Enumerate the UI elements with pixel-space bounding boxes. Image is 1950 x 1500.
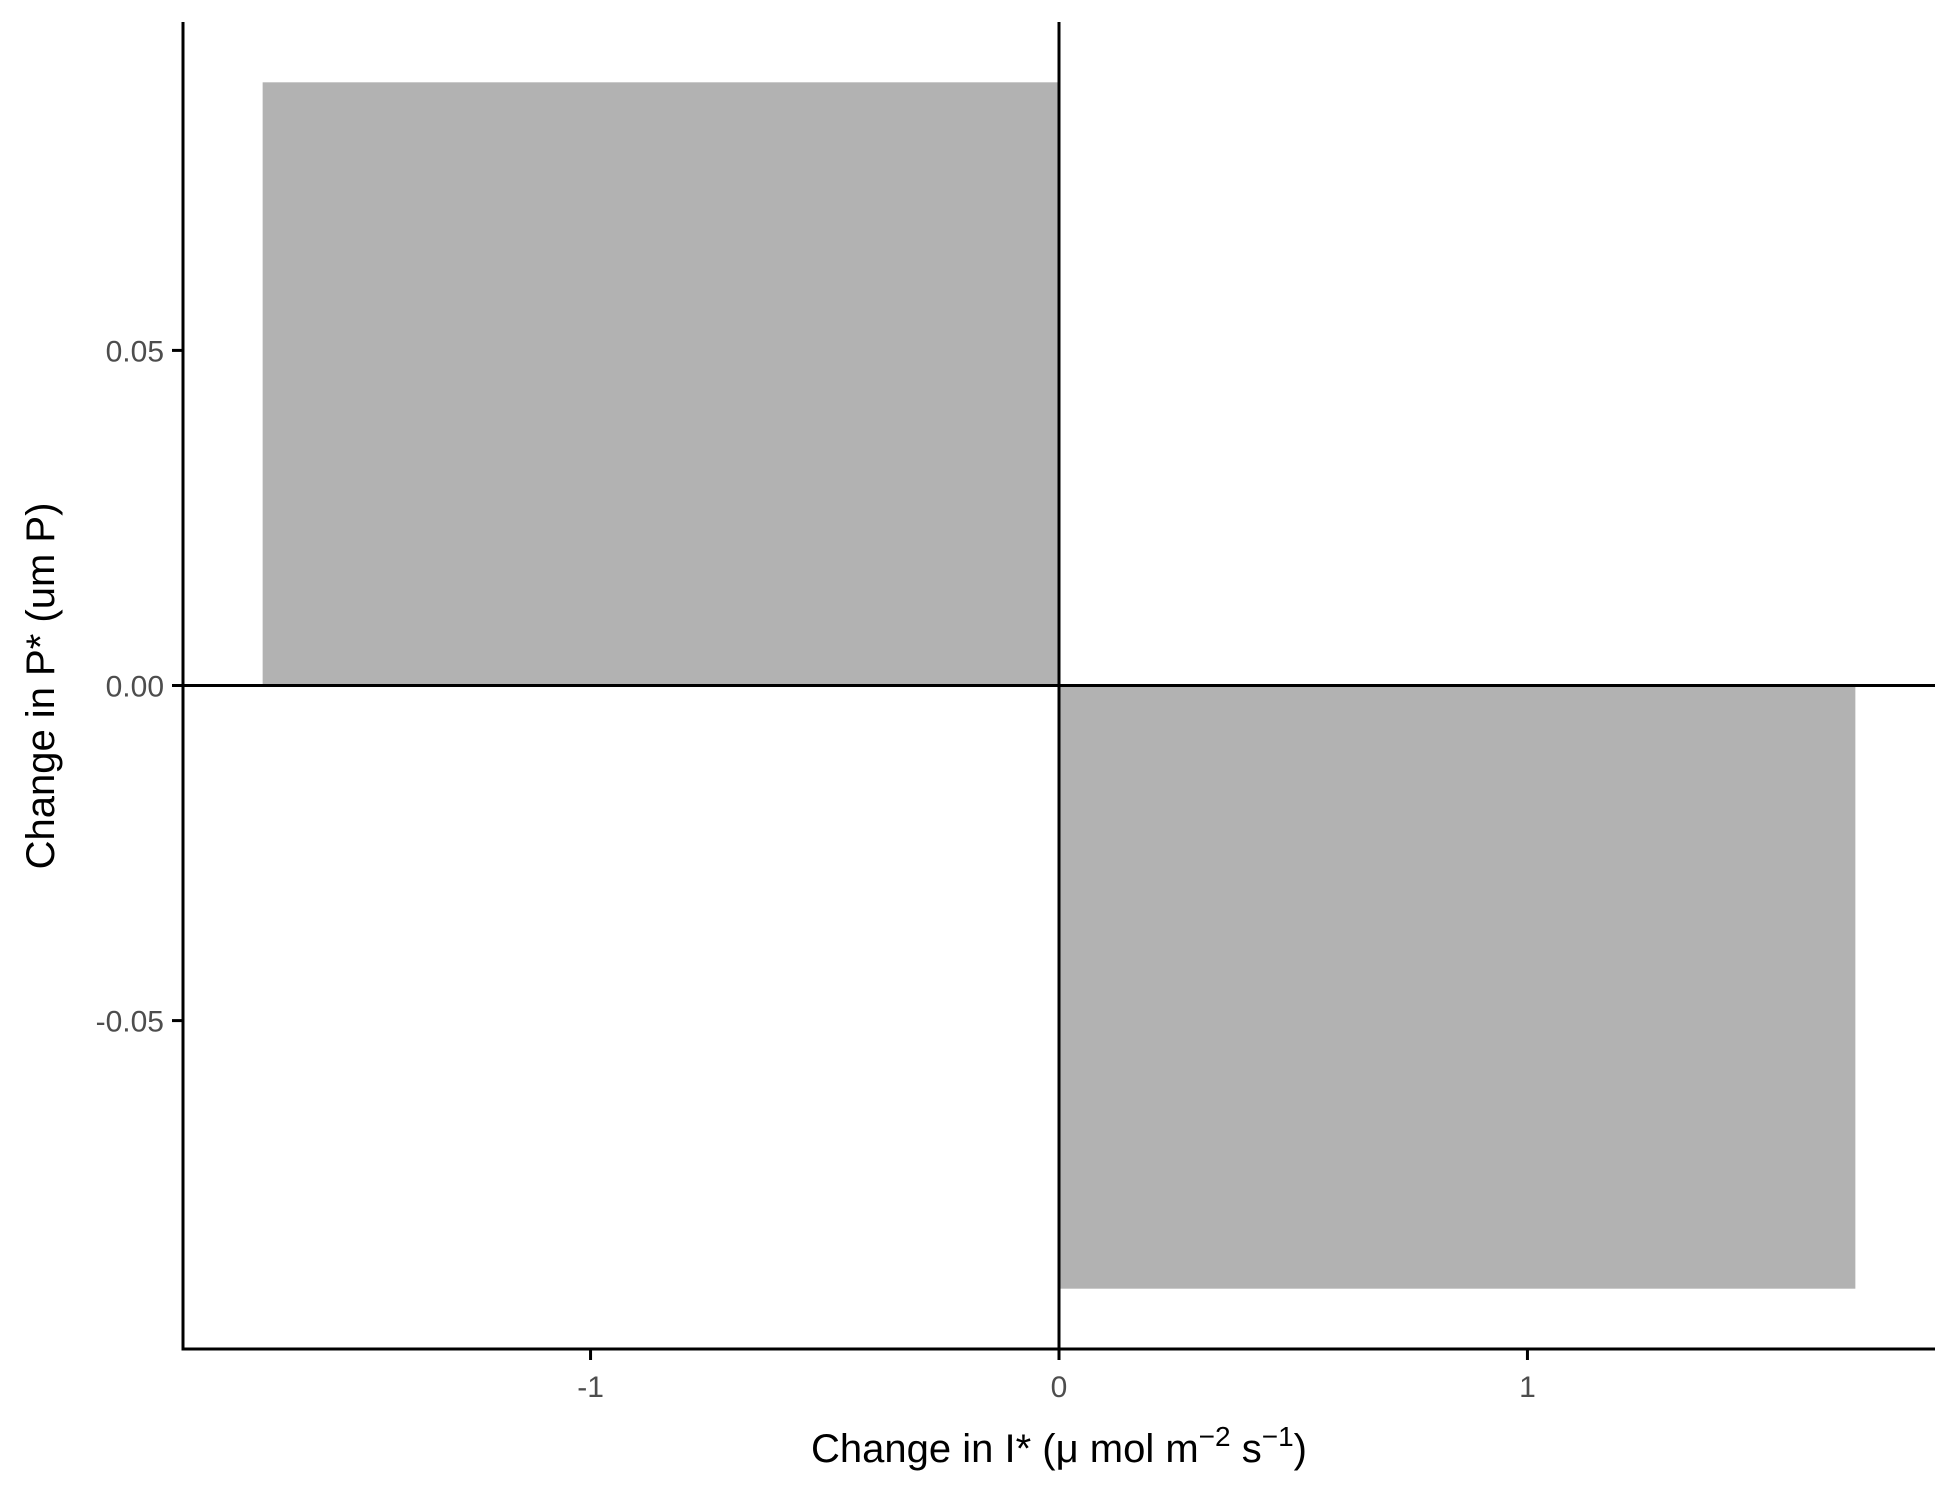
bars-layer: [262, 82, 1856, 1289]
x-tick-label: -1: [577, 1371, 604, 1404]
bar-1: [262, 82, 1059, 686]
x-axis-title: Change in I* (μ mol m−2 s−1): [811, 1421, 1307, 1471]
bar-2: [1059, 685, 1856, 1289]
x-axis-title-text-after: ): [1294, 1427, 1307, 1471]
x-axis-title-text-middle: s: [1231, 1427, 1262, 1471]
x-tick-label: 1: [1519, 1371, 1536, 1404]
x-axis-title-sup-2: −1: [1262, 1421, 1294, 1452]
y-axis-title: Change in P* (um P): [19, 503, 63, 870]
y-tick-label: 0.00: [106, 671, 164, 704]
y-tick-label: 0.05: [106, 335, 164, 368]
ticks: -1 0 1 0.05 0.00 -0.05: [96, 335, 1536, 1404]
reference-lines: [183, 22, 1935, 1349]
x-axis-title-sup-1: −2: [1199, 1421, 1231, 1452]
y-tick-label: -0.05: [96, 1006, 164, 1039]
x-axis-title-text-before: Change in I* (μ mol m: [811, 1427, 1199, 1471]
x-tick-label: 0: [1051, 1371, 1068, 1404]
